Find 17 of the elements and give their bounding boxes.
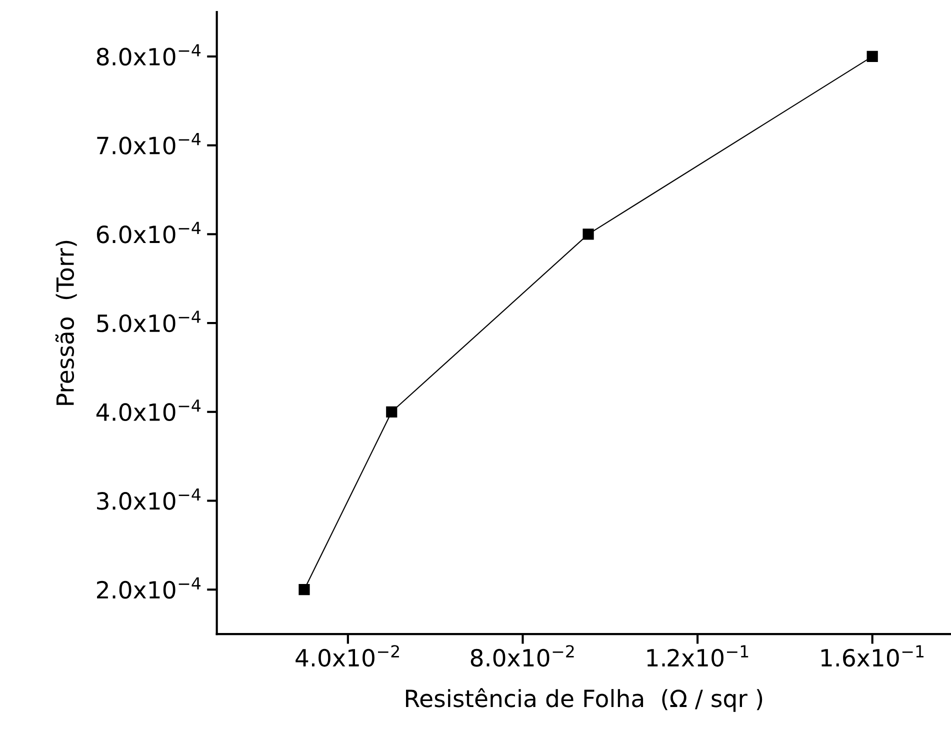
y-axis-title: Pressão (Torr)	[55, 240, 77, 405]
y-tick-label: 5.0x10$^{−4}$	[97, 310, 201, 332]
y-tick-label: 7.0x10$^{−4}$	[97, 133, 201, 154]
point	[582, 228, 594, 240]
x-tick-label: 1.2x10$^{−1}$	[647, 645, 748, 667]
x-tick-label: 8.0x10$^{−2}$	[470, 645, 574, 667]
y-tick-label: 3.0x10$^{−4}$	[97, 488, 201, 510]
x-tick-label: 4.0x10$^{−2}$	[296, 645, 399, 667]
y-tick-label: 6.0x10$^{−4}$	[96, 222, 201, 244]
y-tick-label: 2.0x10$^{−4}$	[97, 577, 201, 599]
point	[298, 584, 310, 596]
point	[386, 406, 398, 418]
y-tick-label: 4.0x10$^{−4}$	[96, 400, 201, 422]
y-tick-label: 8.0x10$^{−4}$	[96, 44, 201, 66]
x-axis-title: Resistência de Folha (Ω / sqr )	[406, 688, 762, 712]
x-tick-label: 1.6x10$^{−1}$	[821, 645, 924, 667]
point	[866, 50, 878, 62]
